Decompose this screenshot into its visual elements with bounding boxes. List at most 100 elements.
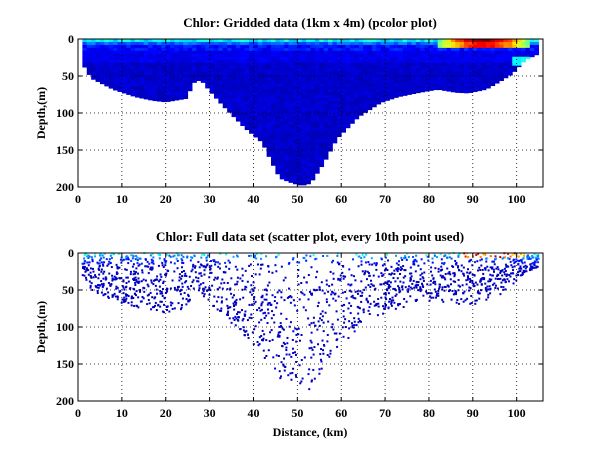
pcolor-cell bbox=[385, 56, 390, 61]
scatter-point bbox=[448, 290, 451, 293]
pcolor-cell bbox=[148, 59, 153, 64]
pcolor-cell bbox=[108, 77, 114, 81]
pcolor-cell bbox=[108, 56, 114, 61]
pcolor-cell bbox=[314, 68, 320, 72]
pcolor-cell bbox=[314, 101, 320, 105]
scatter-point bbox=[248, 264, 251, 267]
pcolor-cell bbox=[499, 68, 504, 72]
scatter-point bbox=[501, 257, 504, 260]
pcolor-cell bbox=[450, 44, 456, 49]
pcolor-cell bbox=[218, 80, 224, 84]
scatter-point bbox=[146, 283, 149, 286]
pcolor-cell bbox=[218, 89, 224, 93]
scatter-point bbox=[159, 305, 162, 308]
pcolor-cell bbox=[336, 130, 342, 135]
pcolor-cell bbox=[367, 62, 373, 67]
pcolor-cell bbox=[165, 47, 171, 52]
pcolor-cell bbox=[165, 92, 171, 96]
pcolor-cell bbox=[139, 41, 145, 46]
scatter-point bbox=[176, 267, 179, 270]
pcolor-cell bbox=[424, 83, 430, 87]
pcolor-cell bbox=[415, 47, 421, 52]
scatter-point bbox=[432, 280, 435, 283]
pcolor-cell bbox=[367, 77, 373, 81]
scatter-point bbox=[332, 259, 335, 262]
scatter-point bbox=[225, 265, 228, 268]
pcolor-cell bbox=[292, 110, 298, 114]
scatter-point bbox=[288, 287, 291, 290]
pcolor-cell bbox=[314, 172, 320, 174]
scatter-point bbox=[332, 328, 335, 331]
scatter-point bbox=[273, 300, 276, 303]
pcolor-cell bbox=[464, 50, 469, 55]
scatter-point bbox=[155, 278, 158, 281]
pcolor-cell bbox=[319, 98, 325, 102]
pcolor-cell bbox=[279, 157, 285, 161]
pcolor-cell bbox=[415, 89, 421, 93]
pcolor-cell bbox=[402, 59, 408, 64]
scatter-point bbox=[382, 273, 385, 276]
pcolor-cell bbox=[231, 77, 237, 81]
pcolor-cell bbox=[345, 41, 351, 46]
pcolor-cell bbox=[455, 92, 461, 93]
scatter-point bbox=[198, 272, 201, 275]
pcolor-cell bbox=[354, 59, 360, 64]
pcolor-cell bbox=[271, 56, 276, 61]
pcolor-cell bbox=[442, 53, 447, 58]
scatter-point bbox=[310, 266, 313, 269]
pcolor-cell bbox=[227, 53, 232, 58]
scatter-point bbox=[437, 294, 440, 297]
pcolor-cell bbox=[143, 89, 149, 93]
pcolor-cell bbox=[516, 39, 522, 43]
pcolor-cell bbox=[297, 115, 303, 120]
pcolor-cell bbox=[187, 83, 193, 87]
scatter-point bbox=[183, 274, 186, 277]
scatter-point bbox=[513, 262, 516, 265]
scatter-point bbox=[341, 271, 344, 274]
pcolor-cell bbox=[332, 53, 338, 58]
pcolor-cell bbox=[279, 178, 285, 180]
pcolor-cell bbox=[99, 83, 105, 85]
scatter-point bbox=[316, 270, 319, 273]
pcolor-cell bbox=[235, 83, 241, 87]
pcolor-cell bbox=[306, 181, 311, 185]
pcolor-cell bbox=[156, 98, 162, 102]
scatter-point bbox=[144, 279, 147, 282]
scatter-point bbox=[213, 304, 215, 307]
scatter-point bbox=[479, 256, 482, 259]
pcolor-cell bbox=[117, 59, 123, 64]
scatter-point bbox=[511, 272, 514, 275]
scatter-point bbox=[130, 297, 133, 300]
pcolor-x-tick-label: 50 bbox=[291, 192, 303, 206]
pcolor-cell bbox=[292, 39, 298, 43]
pcolor-cell bbox=[314, 92, 320, 96]
pcolor-cell bbox=[249, 44, 254, 49]
scatter-point bbox=[261, 294, 264, 297]
scatter-point bbox=[524, 264, 527, 267]
pcolor-cell bbox=[271, 71, 276, 75]
pcolor-cell bbox=[367, 44, 373, 49]
pcolor-cell bbox=[170, 92, 175, 96]
pcolor-cell bbox=[279, 44, 285, 49]
pcolor-cell bbox=[328, 118, 333, 123]
pcolor-cell bbox=[143, 80, 149, 84]
pcolor-cell bbox=[262, 68, 268, 72]
pcolor-cell bbox=[209, 41, 215, 46]
pcolor-cell bbox=[104, 53, 110, 58]
scatter-point bbox=[486, 288, 489, 291]
scatter-point bbox=[107, 291, 110, 294]
pcolor-cell bbox=[275, 56, 281, 61]
pcolor-cell bbox=[143, 95, 149, 99]
pcolor-cell bbox=[279, 59, 285, 64]
pcolor-cell bbox=[494, 77, 500, 81]
scatter-point bbox=[317, 320, 320, 323]
pcolor-cell bbox=[253, 124, 259, 129]
pcolor-cell bbox=[363, 59, 368, 64]
scatter-point bbox=[368, 272, 371, 275]
pcolor-cell bbox=[174, 59, 180, 64]
scatter-point bbox=[94, 274, 97, 277]
scatter-point bbox=[250, 313, 253, 316]
scatter-point bbox=[113, 278, 116, 281]
pcolor-cell bbox=[437, 41, 443, 46]
pcolor-cell bbox=[227, 89, 232, 93]
